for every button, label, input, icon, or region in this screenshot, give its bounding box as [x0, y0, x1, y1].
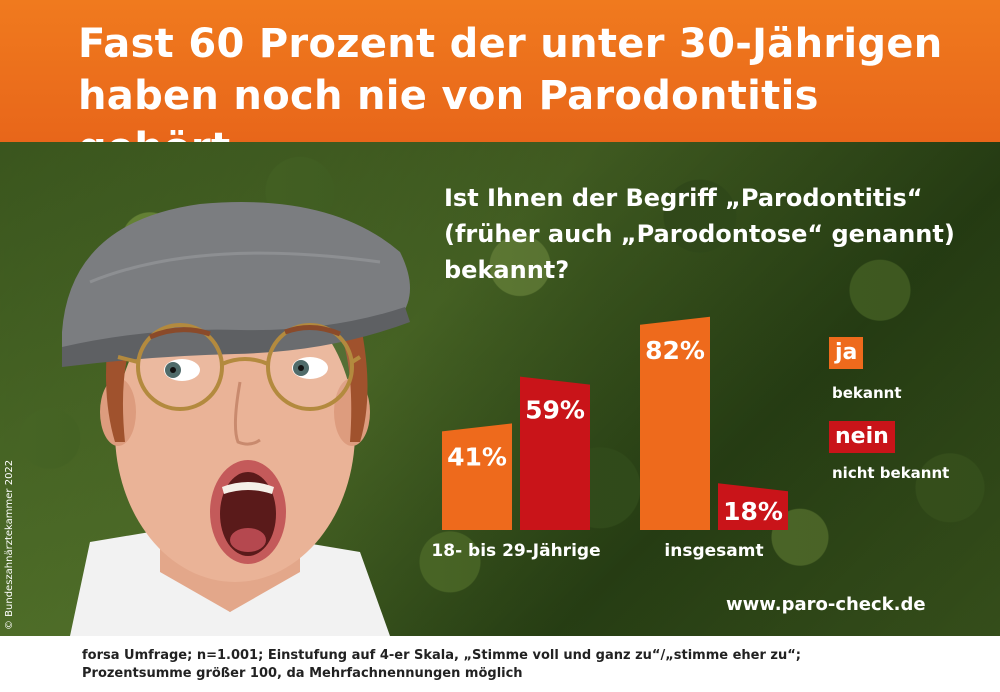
bar-ja-1	[640, 316, 710, 530]
background-photo	[0, 142, 1000, 636]
bar-ja-0	[442, 423, 512, 530]
bar-nein-0	[520, 376, 590, 530]
category-labels-group: 18- bis 29-Jährige insgesamt	[431, 541, 763, 561]
footer-line-1: forsa Umfrage; n=1.001; Einstufung auf 4…	[82, 648, 801, 663]
legend-ja-label: ja	[829, 337, 864, 369]
footer-line-2: Prozentsumme größer 100, da Mehrfachnenn…	[82, 666, 523, 681]
bar-value-label-ja-1: 82%	[645, 336, 705, 365]
survey-question: Ist Ihnen der Begriff „Parodontitis“ (fr…	[444, 184, 955, 284]
legend-nein-description: nicht bekannt	[832, 464, 950, 482]
bar-labels-group: 41% 59% 82% 18%	[447, 336, 783, 526]
footer-note: forsa Umfrage; n=1.001; Einstufung auf 4…	[0, 636, 1000, 692]
website-url[interactable]: www.paro-check.de	[726, 594, 926, 615]
surprised-woman-illustration	[62, 202, 410, 636]
legend-nein-label: nein	[829, 421, 895, 453]
bars-group	[442, 316, 788, 530]
bar-value-label-nein-1: 18%	[723, 497, 783, 526]
copyright-notice: © Bundeszahnärztekammer 2022	[4, 459, 15, 630]
legend-ja-description: bekannt	[832, 384, 902, 402]
category-label-0: 18- bis 29-Jährige	[431, 541, 600, 561]
category-label-1: insgesamt	[664, 541, 763, 561]
bar-value-label-nein-0: 59%	[525, 396, 585, 425]
bar-nein-1	[718, 483, 788, 530]
header-banner: Fast 60 Prozent der unter 30-Jährigen ha…	[0, 0, 1000, 171]
headline: Fast 60 Prozent der unter 30-Jährigen ha…	[78, 21, 943, 171]
bar-value-label-ja-0: 41%	[447, 442, 507, 471]
